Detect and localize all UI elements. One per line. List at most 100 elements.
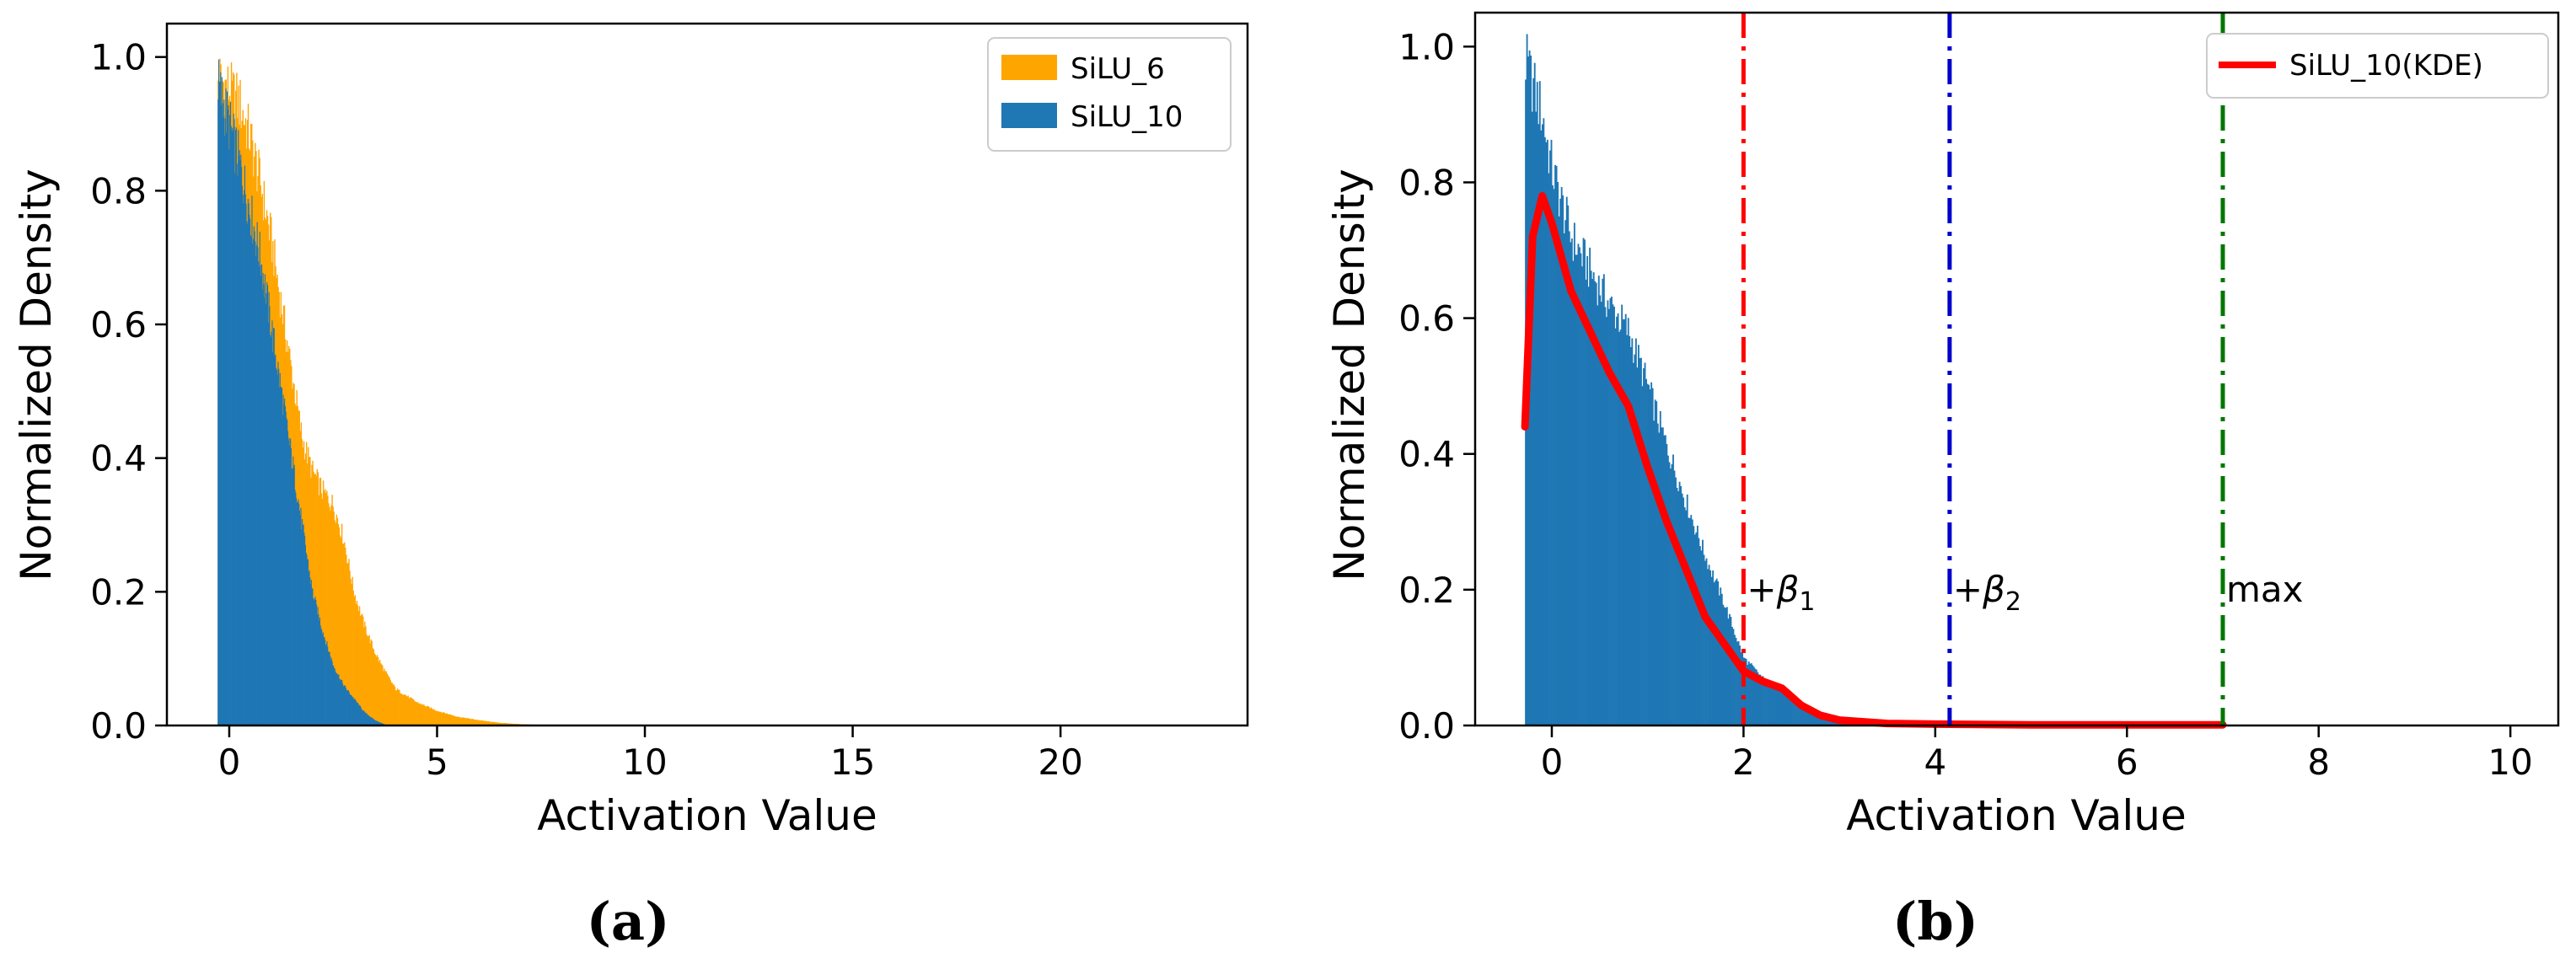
silu10-b-bin <box>1691 519 1693 725</box>
silu10-b-bin <box>1618 331 1621 725</box>
silu6-bin <box>379 660 381 725</box>
silu10-b-bin <box>1590 270 1592 725</box>
silu10-bin <box>223 99 225 725</box>
silu6-bin <box>407 695 409 725</box>
silu10-b-bin <box>1676 487 1678 725</box>
threshold-label-3: max <box>2226 569 2304 610</box>
legend-b: SiLU_10(KDE) <box>2206 33 2549 99</box>
silu10-b-bin <box>1543 118 1545 725</box>
silu6-bin <box>419 703 421 725</box>
silu6-bin <box>480 720 482 725</box>
silu6-bin <box>362 616 364 725</box>
silu10-b-bin <box>1644 362 1646 725</box>
silu10-bin <box>282 394 284 725</box>
silu6-bin <box>373 649 375 725</box>
silu6-bin <box>504 723 507 725</box>
silu10-bin <box>342 686 344 725</box>
silu6-bin <box>437 710 439 725</box>
silu10-b-bin <box>1560 186 1563 725</box>
silu10-b-bin <box>1752 665 1754 725</box>
silu10-b-bin <box>1742 657 1745 725</box>
silu10-bin <box>335 672 338 725</box>
silu10-b-bin <box>1715 578 1718 725</box>
silu10-bin <box>260 276 262 726</box>
kde-curve <box>1521 192 2227 729</box>
silu10-b-bin <box>1771 686 1774 725</box>
silu10-b-bin <box>1632 362 1634 725</box>
silu10-b-bin <box>1727 618 1730 725</box>
silu6-bin <box>507 723 509 725</box>
silu6-bin <box>417 702 419 725</box>
silu10-b-bin <box>1604 307 1607 725</box>
legend-label-silu10: SiLU_10 <box>1071 100 1183 134</box>
silu6-bin <box>464 718 467 725</box>
silu6-bin <box>385 671 387 725</box>
silu10-b-bin <box>1736 641 1738 725</box>
silu10-b-bin <box>1645 378 1647 725</box>
silu10-b-bin <box>1582 238 1585 725</box>
silu10-bin <box>236 163 238 725</box>
silu10-b-bin <box>1740 652 1742 725</box>
silu6-bin <box>336 517 339 725</box>
silu10-b-bin <box>1732 629 1735 725</box>
silu10-b-bin <box>1611 296 1613 725</box>
silu10-b-bin <box>1572 260 1575 725</box>
y-tick-label-b: 0.4 <box>1398 434 1455 475</box>
silu10-histogram <box>217 59 388 726</box>
silu10-bin <box>313 597 314 725</box>
silu6-bin <box>338 527 341 725</box>
silu6-bin <box>427 705 429 725</box>
silu10-b-bin <box>1631 338 1634 725</box>
silu10-b-bin <box>1735 637 1737 725</box>
silu6-bin <box>480 720 481 725</box>
silu6-bin <box>442 712 443 725</box>
silu10-b-bin <box>1614 328 1617 725</box>
silu10-bin <box>345 685 346 725</box>
silu6-bin <box>335 514 338 725</box>
silu6-bin <box>330 505 332 725</box>
silu6-bin <box>351 584 352 725</box>
silu10-b-bin <box>1768 682 1770 725</box>
silu10-b-bin <box>1555 165 1558 726</box>
silu10-bin <box>328 651 330 725</box>
silu6-bin <box>398 689 400 725</box>
silu10-bin <box>310 580 312 725</box>
silu10-bin <box>225 88 227 725</box>
silu6-bin <box>331 495 333 725</box>
silu10-b-bin <box>1605 317 1607 725</box>
x-axis-title-a: Activation Value <box>537 791 877 840</box>
silu10-bin <box>262 272 264 726</box>
legend-a: SiLU_6 SiLU_10 <box>987 37 1232 152</box>
y-tick-label-b: 0.6 <box>1398 298 1455 340</box>
silu6-bin <box>375 656 378 725</box>
silu10-b-bin <box>1580 253 1582 725</box>
silu6-bin <box>405 695 407 725</box>
silu6-bin <box>409 697 411 725</box>
silu6-bin <box>462 717 464 725</box>
silu10-b-bin <box>1584 239 1586 726</box>
silu10-b-bin <box>1737 641 1740 725</box>
silu10-b-bin <box>1646 383 1649 725</box>
silu6-bin <box>352 576 353 725</box>
silu10-bin <box>358 705 360 725</box>
silu10-b-bin <box>1755 669 1758 725</box>
silu6-bin <box>440 711 442 725</box>
silu10-b-bin <box>1723 607 1725 725</box>
silu10-b-bin <box>1762 676 1764 725</box>
silu6-bin <box>357 605 359 725</box>
silu10-b-bin <box>1686 494 1688 725</box>
silu10-bin <box>317 607 319 725</box>
silu10-bin <box>242 195 244 726</box>
silu10-b-bin <box>1750 663 1752 725</box>
silu6-bin <box>460 717 462 725</box>
silu10-b-bin <box>1811 708 1814 725</box>
silu10-bin <box>298 510 301 725</box>
silu10-b-bin <box>1600 302 1602 725</box>
silu10-bin <box>362 710 364 725</box>
silu10-b-bin <box>1656 423 1659 725</box>
silu10-b-bin <box>1779 689 1781 725</box>
silu10-b-bin <box>1728 613 1731 725</box>
silu6-bin <box>505 723 507 725</box>
silu6-bin <box>455 716 457 725</box>
silu6-bin <box>448 715 450 725</box>
